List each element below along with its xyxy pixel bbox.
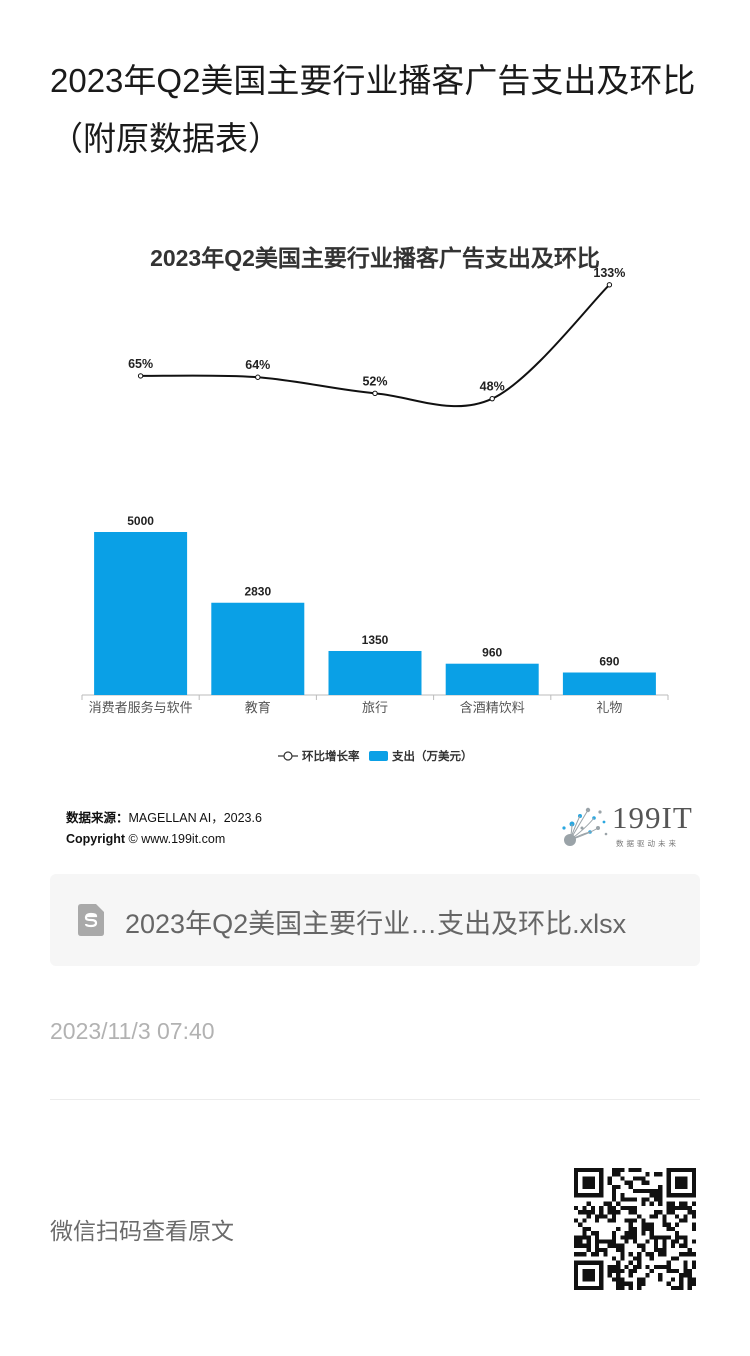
growth-rate-label: 64% (245, 358, 270, 372)
growth-rate-label: 133% (593, 266, 625, 280)
article-title: 2023年Q2美国主要行业播客广告支出及环比（附原数据表） (50, 62, 696, 157)
combo-chart: 5000 消费者服务与软件 2830 教育 1350 旅行 960 含酒精饮料 690 礼物 65%… (81, 266, 669, 763)
source-text: MAGELLAN AI，2023.6 (128, 811, 262, 825)
x-tick-label: 礼物 (596, 700, 622, 716)
copyright-label: Copyright (66, 832, 126, 846)
chart-image: 2023年Q2美国主要行业播客广告支出及环比 5000 消费者服务与软件 2830 教… (50, 215, 700, 855)
x-tick-label: 含酒精饮料 (460, 700, 525, 716)
legend-line-marker (283, 751, 293, 761)
growth-rate-label: 65% (128, 357, 153, 371)
bar-1 (211, 602, 305, 695)
chart-source: 数据来源：MAGELLAN AI，2023.6 Copyright © www.… (66, 808, 262, 850)
bar-value-label: 5000 (127, 514, 154, 528)
growth-rate-label: 52% (362, 374, 387, 388)
bar-value-label: 1350 (362, 633, 389, 647)
bar-2 (328, 650, 422, 695)
bar-4 (562, 672, 656, 695)
growth-rate-point (137, 373, 144, 379)
growth-rate-label: 48% (480, 380, 505, 394)
attachment-file-card[interactable]: 2023年Q2美国主要行业…支出及环比.xlsx (50, 874, 700, 966)
logo-tagline: 数据驱动未来 (616, 839, 679, 848)
spreadsheet-file-icon (78, 904, 104, 936)
publish-timestamp: 2023/11/3 07:40 (50, 1018, 215, 1044)
growth-rate-point (606, 282, 613, 288)
legend-bar-swatch (369, 751, 388, 761)
growth-rate-point (489, 395, 495, 402)
brand-logo: 199IT 数据驱动未来 (560, 800, 695, 852)
qr-hint-text: 微信扫码查看原文 (50, 1218, 234, 1244)
source-label: 数据来源： (66, 811, 129, 825)
copyright-text: © www.199it.com (128, 832, 226, 846)
bar-3 (445, 663, 539, 695)
bar-value-label: 2830 (244, 585, 271, 599)
x-tick-label: 教育 (245, 700, 271, 716)
growth-rate-line (140, 284, 611, 408)
attachment-file-name: 2023年Q2美国主要行业…支出及环比.xlsx (125, 909, 627, 939)
dandelion-logo-icon (562, 807, 608, 846)
x-tick-label: 旅行 (362, 701, 388, 716)
logo-text: 199IT (612, 800, 693, 835)
divider (50, 1099, 700, 1100)
legend-label-spend: 支出（万美元） (391, 749, 473, 763)
bar-value-label: 690 (599, 655, 619, 669)
growth-rate-point (255, 374, 261, 380)
bar-0 (94, 532, 188, 695)
qr-code[interactable] (574, 1168, 696, 1290)
x-tick-label: 消费者服务与软件 (89, 700, 193, 716)
bar-value-label: 960 (482, 646, 502, 660)
growth-rate-point (372, 390, 378, 397)
legend-label-growth: 环比增长率 (302, 749, 360, 763)
chart-title: 2023年Q2美国主要行业播客广告支出及环比 (150, 245, 600, 271)
